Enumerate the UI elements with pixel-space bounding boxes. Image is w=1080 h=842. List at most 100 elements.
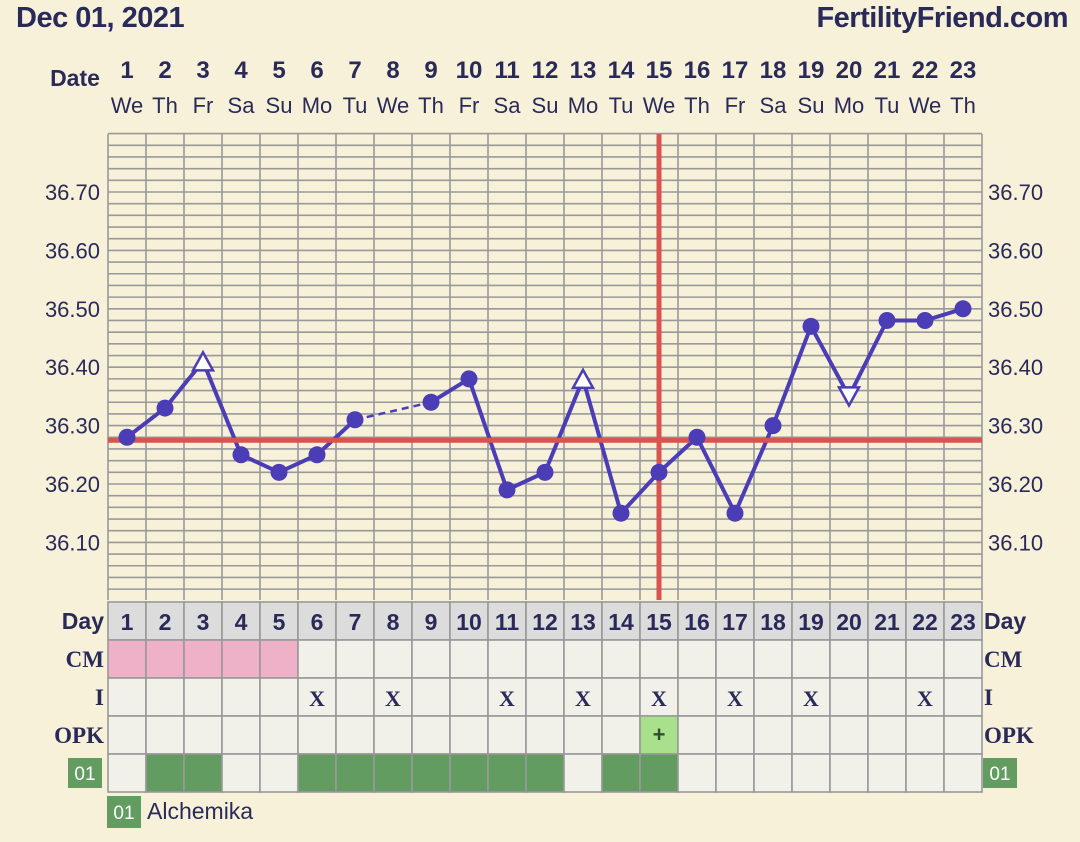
- intercourse-mark: X: [651, 686, 667, 711]
- row-cell: [335, 753, 375, 793]
- cycle-day-number: 19: [798, 609, 824, 635]
- weekday-label: Fr: [193, 93, 214, 118]
- row-cell: [867, 601, 907, 641]
- temp-point: [802, 317, 820, 335]
- intercourse-mark: X: [385, 686, 401, 711]
- cycle-day-number: 2: [159, 609, 172, 635]
- row-cell: [639, 639, 679, 679]
- intercourse-mark: X: [309, 686, 325, 711]
- intercourse-mark: X: [499, 686, 515, 711]
- row-cell: [791, 639, 831, 679]
- weekday-label: Tu: [875, 93, 900, 118]
- weekday-label: Su: [266, 93, 293, 118]
- cycle-day-number: 9: [425, 609, 438, 635]
- temp-point: [270, 463, 288, 481]
- cycle-day-number: 4: [235, 609, 248, 635]
- row-cell: [373, 639, 413, 679]
- date-number: 15: [646, 57, 673, 84]
- temp-point: [232, 446, 250, 464]
- row-cell: [297, 753, 337, 793]
- row-cell: [943, 715, 983, 755]
- row-cell: [145, 715, 185, 755]
- row-cell: [487, 753, 527, 793]
- row-cell: [563, 601, 603, 641]
- row-cell: [677, 639, 717, 679]
- temp-point: [764, 417, 782, 435]
- site-brand[interactable]: FertilityFriend.com: [816, 2, 1068, 34]
- temperature-line-segment: [657, 435, 699, 474]
- intercourse-row-label-left: I: [95, 685, 104, 710]
- row-cell: [601, 753, 641, 793]
- row-cell: [753, 715, 793, 755]
- row-cell: [259, 677, 299, 717]
- weekday-label: Mo: [568, 93, 599, 118]
- row-cell: [183, 639, 223, 679]
- y-tick-label-left: 36.20: [45, 472, 100, 497]
- temp-point: [118, 428, 136, 446]
- intercourse-mark: X: [803, 686, 819, 711]
- temperature-line-segment: [467, 378, 509, 491]
- cycle-day-number: 3: [197, 609, 210, 635]
- temperature-line-segment: [771, 325, 813, 427]
- row-cell: [411, 677, 451, 717]
- row-cell: [487, 715, 527, 755]
- weekday-label: Sa: [494, 93, 522, 118]
- intercourse-mark: X: [727, 686, 743, 711]
- row-cell: [411, 753, 451, 793]
- y-tick-label-right: 36.40: [988, 355, 1043, 380]
- row-cell: [677, 601, 717, 641]
- weekday-label: Th: [418, 93, 444, 118]
- row-cell: [297, 639, 337, 679]
- temp-point: [498, 481, 516, 499]
- cycle-day-number: 15: [646, 609, 672, 635]
- row-cell: [107, 753, 147, 793]
- date-number: 1: [120, 57, 133, 84]
- cycle-day-number: 1: [121, 609, 134, 635]
- weekday-label: Th: [152, 93, 178, 118]
- intercourse-mark: X: [575, 686, 591, 711]
- row-cell: [829, 639, 869, 679]
- row-cell: [753, 601, 793, 641]
- row-cell: [145, 753, 185, 793]
- temperature-line-segment: [315, 418, 357, 457]
- cycle-day-number: 6: [311, 609, 324, 635]
- temp-point: [156, 399, 174, 417]
- legend-code: 01: [113, 803, 134, 824]
- row-cell: [943, 753, 983, 793]
- row-cell: [525, 639, 565, 679]
- date-number: 8: [386, 57, 399, 84]
- row-cell: [677, 677, 717, 717]
- cycle-day-number: 5: [273, 609, 286, 635]
- date-number: 18: [760, 57, 787, 84]
- cycle-day-number: 21: [874, 609, 900, 635]
- row-cell: [145, 639, 185, 679]
- row-cell: [753, 753, 793, 793]
- date-number: 11: [494, 57, 519, 84]
- cycle-day-number: 23: [950, 609, 976, 635]
- temperature-line-segment: [847, 319, 889, 398]
- intercourse-mark: X: [917, 686, 933, 711]
- day-row-label-right: Day: [984, 608, 1026, 634]
- temp-point: [422, 393, 440, 411]
- row-cell: [449, 715, 489, 755]
- temperature-line-segment: [581, 378, 623, 514]
- weekday-label: We: [377, 93, 410, 118]
- temperature-line-segment: [619, 470, 661, 515]
- temp-point: [346, 411, 364, 429]
- date-number: 21: [874, 57, 901, 84]
- intercourse-row-label-right: I: [984, 685, 993, 710]
- temp-point: [954, 300, 972, 318]
- row-cell: [867, 753, 907, 793]
- row-cell: [753, 639, 793, 679]
- chart-date-title: Dec 01, 2021: [16, 2, 185, 34]
- row-cell: [715, 715, 755, 755]
- row-cell: [563, 715, 603, 755]
- row-cell: [183, 677, 223, 717]
- temperature-line-segment: [809, 325, 851, 398]
- date-number: 10: [456, 57, 483, 84]
- temp-point: [878, 311, 896, 329]
- y-tick-label-right: 36.60: [988, 238, 1043, 263]
- y-tick-label-left: 36.50: [45, 297, 100, 322]
- weekday-label: Th: [950, 93, 976, 118]
- row-cell: [449, 677, 489, 717]
